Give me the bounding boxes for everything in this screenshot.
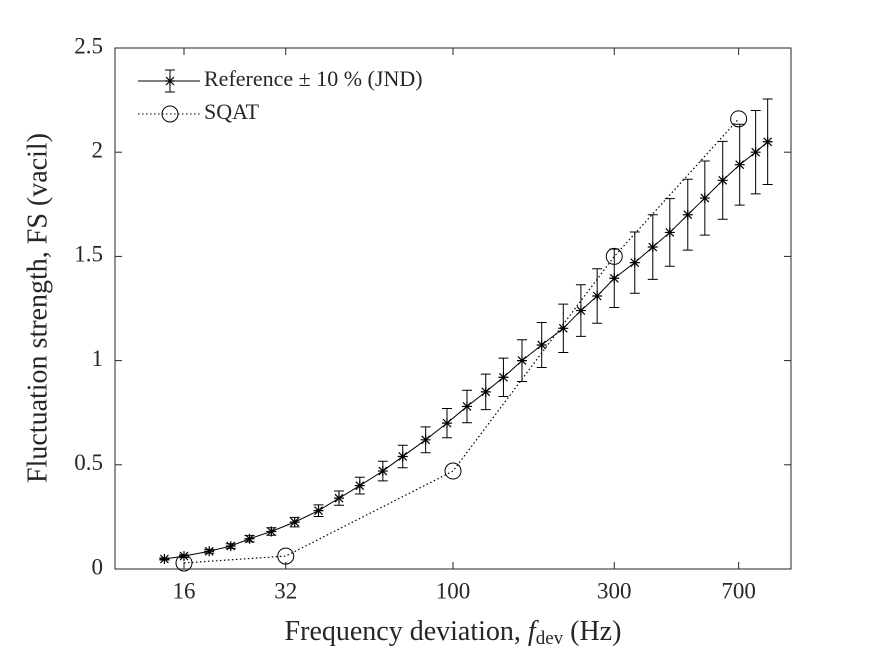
y-axis-label: Fluctuation strength, FS (vacil) xyxy=(22,133,53,483)
data-point xyxy=(516,355,527,366)
y-tick-label: 0.5 xyxy=(74,450,103,475)
data-point xyxy=(225,541,236,552)
data-point xyxy=(377,466,388,477)
data-point xyxy=(629,257,640,268)
x-label-unit: (Hz) xyxy=(563,616,621,647)
legend-label: Reference ± 10 % (JND) xyxy=(204,66,423,91)
data-point xyxy=(442,418,453,429)
x-tick-label: 16 xyxy=(172,578,195,603)
data-point xyxy=(289,517,300,528)
data-point xyxy=(717,175,728,186)
data-point xyxy=(480,386,491,397)
data-point xyxy=(354,480,365,491)
data-point xyxy=(762,136,773,147)
data-point xyxy=(313,505,324,516)
data-point xyxy=(277,547,295,565)
y-tick-label: 1.5 xyxy=(74,242,103,267)
x-label-subscript: dev xyxy=(536,628,564,649)
x-tick-label: 100 xyxy=(436,578,471,603)
data-point xyxy=(244,533,255,544)
data-point xyxy=(734,159,745,170)
legend-marker xyxy=(165,76,175,86)
y-tick-label: 1 xyxy=(92,346,104,371)
x-tick-label: 700 xyxy=(721,578,756,603)
data-point xyxy=(558,323,569,334)
data-point xyxy=(609,273,620,284)
data-point xyxy=(175,554,193,572)
data-point xyxy=(682,209,693,220)
data-point xyxy=(699,193,710,204)
data-point xyxy=(536,339,547,350)
x-label-symbol: f xyxy=(528,616,539,647)
data-point xyxy=(730,110,748,128)
data-point xyxy=(420,434,431,445)
data-point xyxy=(750,147,761,158)
data-point xyxy=(647,242,658,253)
x-tick-label: 300 xyxy=(597,578,632,603)
data-point xyxy=(461,401,472,412)
data-point xyxy=(605,247,623,265)
data-point xyxy=(444,462,462,480)
data-point xyxy=(397,451,408,462)
y-tick-label: 2 xyxy=(92,137,104,162)
y-tick-label: 0 xyxy=(92,554,104,579)
data-point xyxy=(664,227,675,238)
data-point xyxy=(592,290,603,301)
data-point xyxy=(266,526,277,537)
data-point xyxy=(204,546,215,557)
x-tick-label: 32 xyxy=(274,578,297,603)
data-point xyxy=(498,372,509,383)
data-point xyxy=(178,551,189,562)
x-axis-label: Frequency deviation, fdev (Hz) xyxy=(285,616,622,649)
legend-marker xyxy=(161,105,179,123)
data-point xyxy=(334,493,345,504)
legend-label: SQAT xyxy=(204,99,260,124)
y-tick-label: 2.5 xyxy=(74,33,103,58)
data-point xyxy=(575,305,586,316)
x-label-text: Frequency deviation, xyxy=(285,616,528,647)
data-point xyxy=(159,553,170,564)
